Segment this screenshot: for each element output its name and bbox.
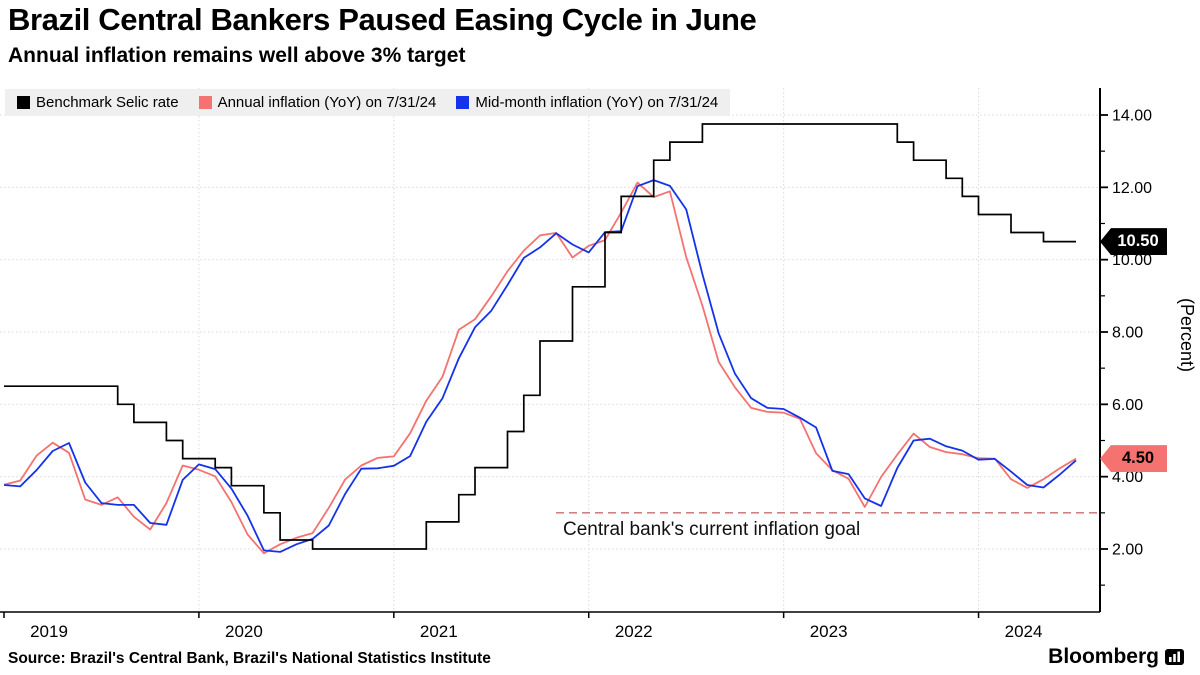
y-tick-label: 4.00 <box>1112 469 1143 486</box>
y-tick-label: 14.00 <box>1112 107 1152 124</box>
source-text: Source: Brazil's Central Bank, Brazil's … <box>8 650 491 667</box>
y-axis-title: (Percent) <box>1177 298 1197 372</box>
selic-rate-line <box>4 123 1076 550</box>
bloomberg-logo: Bloomberg <box>1048 645 1184 669</box>
legend-item: Mid-month inflation (YoY) on 7/31/24 <box>456 94 718 111</box>
y-tick-label: 6.00 <box>1112 397 1143 414</box>
bloomberg-wordmark: Bloomberg <box>1048 645 1159 668</box>
y-tick-label: 12.00 <box>1112 180 1152 197</box>
annual-inflation-badge: 4.50 <box>1100 445 1167 473</box>
y-tick-label: 2.00 <box>1112 542 1143 559</box>
legend: Benchmark Selic rate Annual inflation (Yo… <box>5 89 731 116</box>
x-year-label: 2019 <box>30 622 68 641</box>
legend-label: Mid-month inflation (YoY) on 7/31/24 <box>475 94 719 111</box>
bloomberg-chart-icon <box>1165 649 1184 665</box>
y-tick-label: 10.00 <box>1112 252 1152 269</box>
x-year-label: 2021 <box>420 622 458 641</box>
legend-item: Annual inflation (YoY) on 7/31/24 <box>198 94 437 111</box>
x-year-label: 2020 <box>225 622 263 641</box>
mid-month-inflation-line <box>3 179 1077 553</box>
inflation-goal-label: Central bank's current inflation goal <box>563 519 861 540</box>
selic-rate-badge: 10.50 <box>1100 228 1167 256</box>
page-title: Brazil Central Bankers Paused Easing Cyc… <box>8 2 757 37</box>
legend-swatch-icon <box>17 96 30 109</box>
x-year-label: 2022 <box>615 622 653 641</box>
y-tick-label: 8.00 <box>1112 324 1143 341</box>
legend-label: Benchmark Selic rate <box>36 94 179 111</box>
legend-label: Annual inflation (YoY) on 7/31/24 <box>217 94 437 111</box>
x-year-label: 2024 <box>1005 622 1043 641</box>
legend-swatch-icon <box>456 96 470 109</box>
legend-item: Benchmark Selic rate <box>17 94 179 111</box>
x-year-label: 2023 <box>810 622 848 641</box>
annual-inflation-line <box>3 181 1077 555</box>
page-subtitle: Annual inflation remains well above 3% t… <box>8 44 466 67</box>
legend-swatch-icon <box>198 96 212 109</box>
